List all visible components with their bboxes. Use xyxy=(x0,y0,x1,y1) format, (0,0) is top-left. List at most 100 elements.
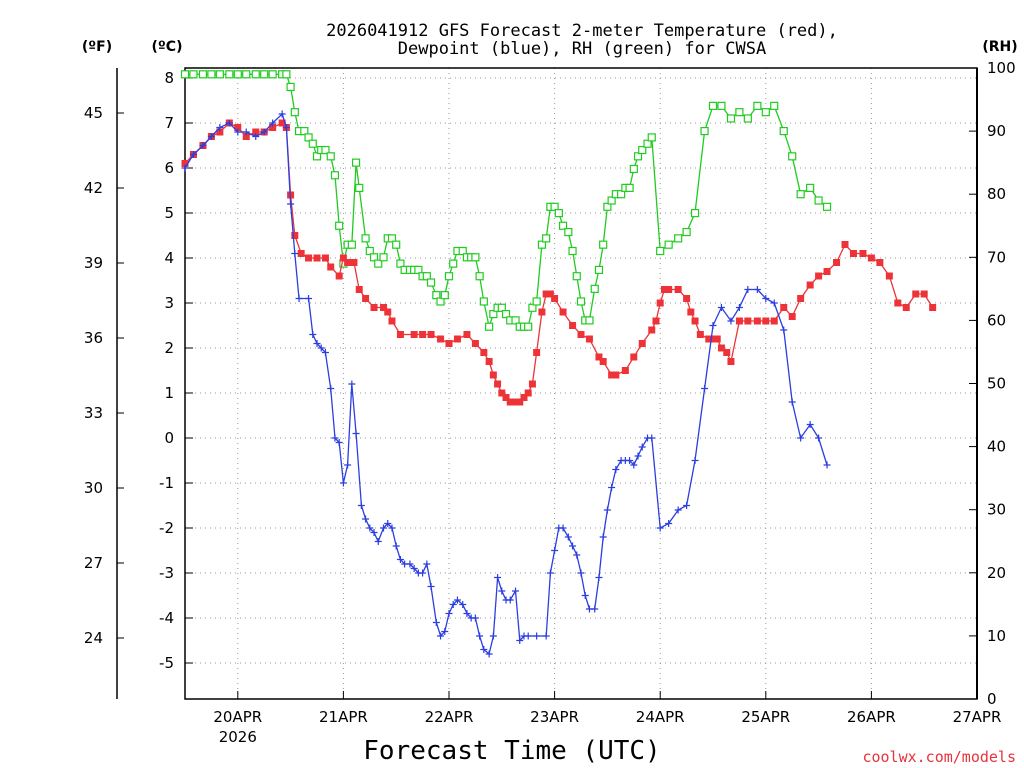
rh-point xyxy=(674,234,683,243)
dewpoint-point xyxy=(181,164,189,172)
temperature-point xyxy=(723,349,731,356)
dewpoint-point xyxy=(762,295,770,302)
dewpoint-point xyxy=(591,605,599,613)
temperature-point xyxy=(506,398,514,406)
fahrenheit-tick-label: 24 xyxy=(84,629,103,647)
dewpoint-point xyxy=(242,128,250,136)
temperature-point xyxy=(321,254,329,262)
dewpoint-point xyxy=(392,542,400,550)
dewpoint-point xyxy=(665,520,673,527)
dewpoint-point xyxy=(564,533,572,541)
temperature-point xyxy=(512,398,520,406)
dewpoint-point xyxy=(331,434,339,442)
rh-point xyxy=(300,126,309,136)
series-rh xyxy=(180,70,832,331)
rh-point xyxy=(422,272,431,281)
rh-point xyxy=(735,108,744,117)
celsius-tick-label: -3 xyxy=(159,564,174,582)
dewpoint-point xyxy=(419,569,427,577)
dewpoint-point xyxy=(546,569,554,577)
dewpoint-point xyxy=(370,529,378,536)
rh-point xyxy=(599,240,608,249)
temperature-point xyxy=(480,349,488,356)
temperature-point xyxy=(683,295,691,302)
temperature-point xyxy=(489,371,497,379)
x-tick-year-label: 2026 xyxy=(219,728,257,746)
temperature-point xyxy=(252,128,260,136)
x-tick-label: 21APR xyxy=(319,708,368,726)
rh-point xyxy=(449,259,458,268)
dewpoint-point xyxy=(581,592,589,599)
temperature-point xyxy=(780,304,788,311)
rh-point xyxy=(444,272,454,281)
temperature-point xyxy=(538,308,546,316)
rh-point xyxy=(558,221,568,230)
dewpoint-point xyxy=(441,628,449,635)
temperature-point xyxy=(396,331,404,338)
dewpoint-point xyxy=(396,556,404,563)
temperature-point xyxy=(528,380,536,388)
dewpoint-point xyxy=(291,250,299,257)
temperature-point xyxy=(665,286,673,293)
x-tick-label: 24APR xyxy=(636,708,685,726)
dewpoint-point xyxy=(453,596,461,604)
fahrenheit-tick-label: 30 xyxy=(84,479,103,497)
dewpoint-point xyxy=(252,133,260,140)
x-tick-label: 27APR xyxy=(953,708,1002,726)
rh-point xyxy=(572,272,581,281)
dewpoint-point xyxy=(717,304,725,311)
temperature-point xyxy=(305,254,313,262)
temperature-point xyxy=(370,304,378,311)
celsius-tick-label: 7 xyxy=(164,114,174,132)
temperature-point xyxy=(612,371,620,379)
celsius-tick-label: 8 xyxy=(164,69,174,87)
dewpoint-point xyxy=(410,565,418,572)
temperature-point xyxy=(242,133,250,140)
dewpoint-point xyxy=(744,286,752,293)
rh-point xyxy=(607,196,616,205)
rh-point xyxy=(242,70,251,79)
rh-point xyxy=(542,234,551,243)
rh-point xyxy=(638,145,647,155)
rh-point xyxy=(308,139,317,148)
temperature-point xyxy=(744,317,752,325)
temperature-point xyxy=(674,286,682,293)
rh-point xyxy=(304,133,313,142)
rh-point xyxy=(647,133,656,142)
rh-point xyxy=(312,152,322,161)
credit-link[interactable]: coolwx.com/models xyxy=(862,748,1016,766)
rh-point xyxy=(180,70,190,79)
dewpoint-point xyxy=(388,524,396,532)
rh-point xyxy=(225,70,234,79)
dewpoint-point xyxy=(348,380,356,388)
dewpoint-point xyxy=(577,569,585,577)
x-tick-label: 25APR xyxy=(741,708,790,726)
chart-subtitle: Dewpoint (blue), RH (green) for CWSA xyxy=(398,39,766,59)
rh-tick-label: 50 xyxy=(987,375,1006,393)
dewpoint-point xyxy=(512,587,520,595)
series-dewpoint xyxy=(181,110,831,658)
rh-point xyxy=(426,278,436,287)
temperature-point xyxy=(350,259,358,266)
rh-point xyxy=(440,291,449,300)
temperature-point xyxy=(902,304,910,311)
rh-point xyxy=(335,221,344,230)
temperature-point xyxy=(498,389,506,397)
temperature-point xyxy=(823,268,831,275)
temperature-point xyxy=(234,124,242,131)
temperature-point xyxy=(419,331,427,338)
rh-point xyxy=(603,202,612,211)
rh-point xyxy=(207,70,216,79)
temperature-point xyxy=(727,358,735,365)
celsius-tick-label: 6 xyxy=(164,159,174,177)
celsius-tick-label: -1 xyxy=(159,474,174,492)
rh-point xyxy=(564,227,573,237)
temperature-point xyxy=(339,254,347,262)
dewpoint-point xyxy=(573,551,581,559)
temperature-point xyxy=(269,124,277,131)
fahrenheit-unit-label: (ºF) xyxy=(82,39,112,55)
rh-point xyxy=(436,297,445,306)
dewpoint-point xyxy=(445,610,453,617)
rh-point xyxy=(198,70,208,79)
